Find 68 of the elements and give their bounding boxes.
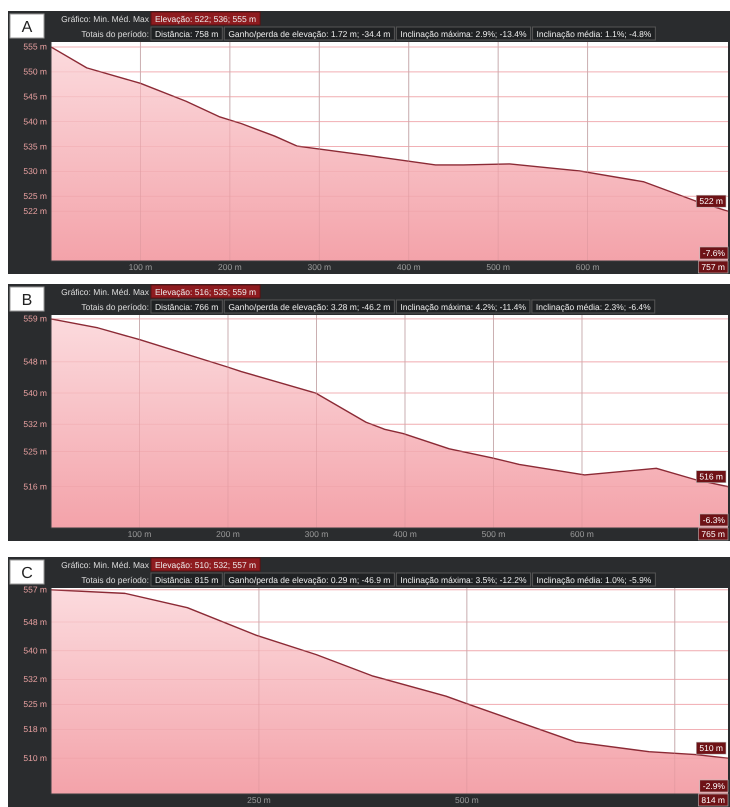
x-tick-label: 300 m — [304, 529, 328, 540]
text: Ganho/perda de elevação: 3.28 m; -46.2 m — [228, 302, 390, 312]
x-tick-label: 200 m — [218, 262, 242, 272]
text: Gráfico: Min. Méd. Max — [61, 14, 150, 24]
chart-title: A — [22, 19, 33, 36]
text: Inclinação máxima: 2.9%; -13.4% — [400, 29, 527, 39]
text: 765 m — [701, 529, 725, 539]
chart-title: B — [22, 292, 32, 309]
y-tick-label: 522 m — [23, 206, 47, 216]
text: Totais do período: — [81, 302, 149, 312]
x-tick-label: 100 m — [128, 262, 152, 272]
x-tick-label: 200 m — [216, 529, 240, 540]
y-tick-label: 540 m — [23, 645, 47, 656]
y-tick-label: 532 m — [23, 418, 47, 429]
y-tick-label: 550 m — [23, 66, 47, 77]
annotation: 510 m — [699, 743, 723, 754]
y-tick-label: 548 m — [23, 616, 47, 627]
x-tick-label: 500 m — [455, 795, 479, 806]
text: Inclinação máxima: 4.2%; -11.4% — [400, 302, 526, 312]
text: 814 m — [701, 795, 725, 805]
text: Totais do período: — [81, 575, 149, 585]
text: 757 m — [701, 262, 725, 272]
x-tick-label: 400 m — [393, 529, 417, 540]
text: Inclinação máxima: 3.5%; -12.2% — [400, 575, 527, 585]
annotation: 516 m — [699, 472, 723, 482]
x-tick-label: 300 m — [307, 262, 332, 272]
text: Gráfico: Min. Méd. Max — [61, 560, 150, 570]
x-tick-label: 400 m — [396, 262, 421, 272]
text: Gráfico: Min. Méd. Max — [61, 287, 150, 297]
y-tick-label: 525 m — [23, 191, 47, 202]
y-tick-label: 510 m — [23, 752, 47, 763]
annotation: -6.3% — [702, 515, 726, 525]
x-tick-label: 600 m — [576, 262, 600, 272]
text: Inclinação média: 2.3%; -6.4% — [536, 302, 652, 312]
text: Distância: 815 m — [155, 575, 218, 585]
x-tick-label: 250 m — [247, 795, 271, 806]
text: Inclinação média: 1.1%; -4.8% — [536, 29, 652, 39]
y-tick-label: 525 m — [23, 446, 47, 456]
y-tick-label: 555 m — [23, 42, 47, 52]
x-tick-label: 600 m — [570, 529, 594, 540]
text: Elevação: 510; 532; 557 m — [155, 560, 256, 570]
y-tick-label: 540 m — [23, 388, 47, 398]
y-tick-label: 540 m — [23, 116, 47, 126]
y-tick-label: 525 m — [23, 699, 47, 710]
y-tick-label: 518 m — [23, 724, 47, 734]
y-tick-label: 559 m — [23, 314, 47, 324]
text: Elevação: 522; 536; 555 m — [155, 14, 256, 24]
y-tick-label: 516 m — [23, 481, 47, 492]
y-tick-label: 535 m — [23, 141, 47, 152]
text: Totais do período: — [81, 29, 149, 39]
text: Ganho/perda de elevação: 0.29 m; -46.9 m — [228, 575, 390, 585]
chart-title: C — [21, 565, 33, 582]
y-tick-label: 548 m — [23, 356, 47, 367]
x-tick-label: 100 m — [128, 529, 152, 540]
annotation: -2.9% — [702, 781, 726, 791]
text: Elevação: 516; 535; 559 m — [155, 287, 256, 297]
text: Distância: 758 m — [155, 29, 218, 39]
annotation: -7.6% — [702, 248, 726, 258]
x-tick-label: 500 m — [482, 529, 506, 540]
y-tick-label: 557 m — [23, 584, 47, 595]
y-tick-label: 532 m — [23, 674, 47, 684]
y-tick-label: 530 m — [23, 166, 47, 176]
y-tick-label: 545 m — [23, 91, 47, 102]
text: Ganho/perda de elevação: 1.72 m; -34.4 m — [228, 29, 390, 39]
text: Inclinação média: 1.0%; -5.9% — [536, 575, 652, 585]
x-tick-label: 500 m — [486, 262, 510, 272]
text: Distância: 766 m — [155, 302, 218, 312]
annotation: 522 m — [699, 196, 723, 206]
